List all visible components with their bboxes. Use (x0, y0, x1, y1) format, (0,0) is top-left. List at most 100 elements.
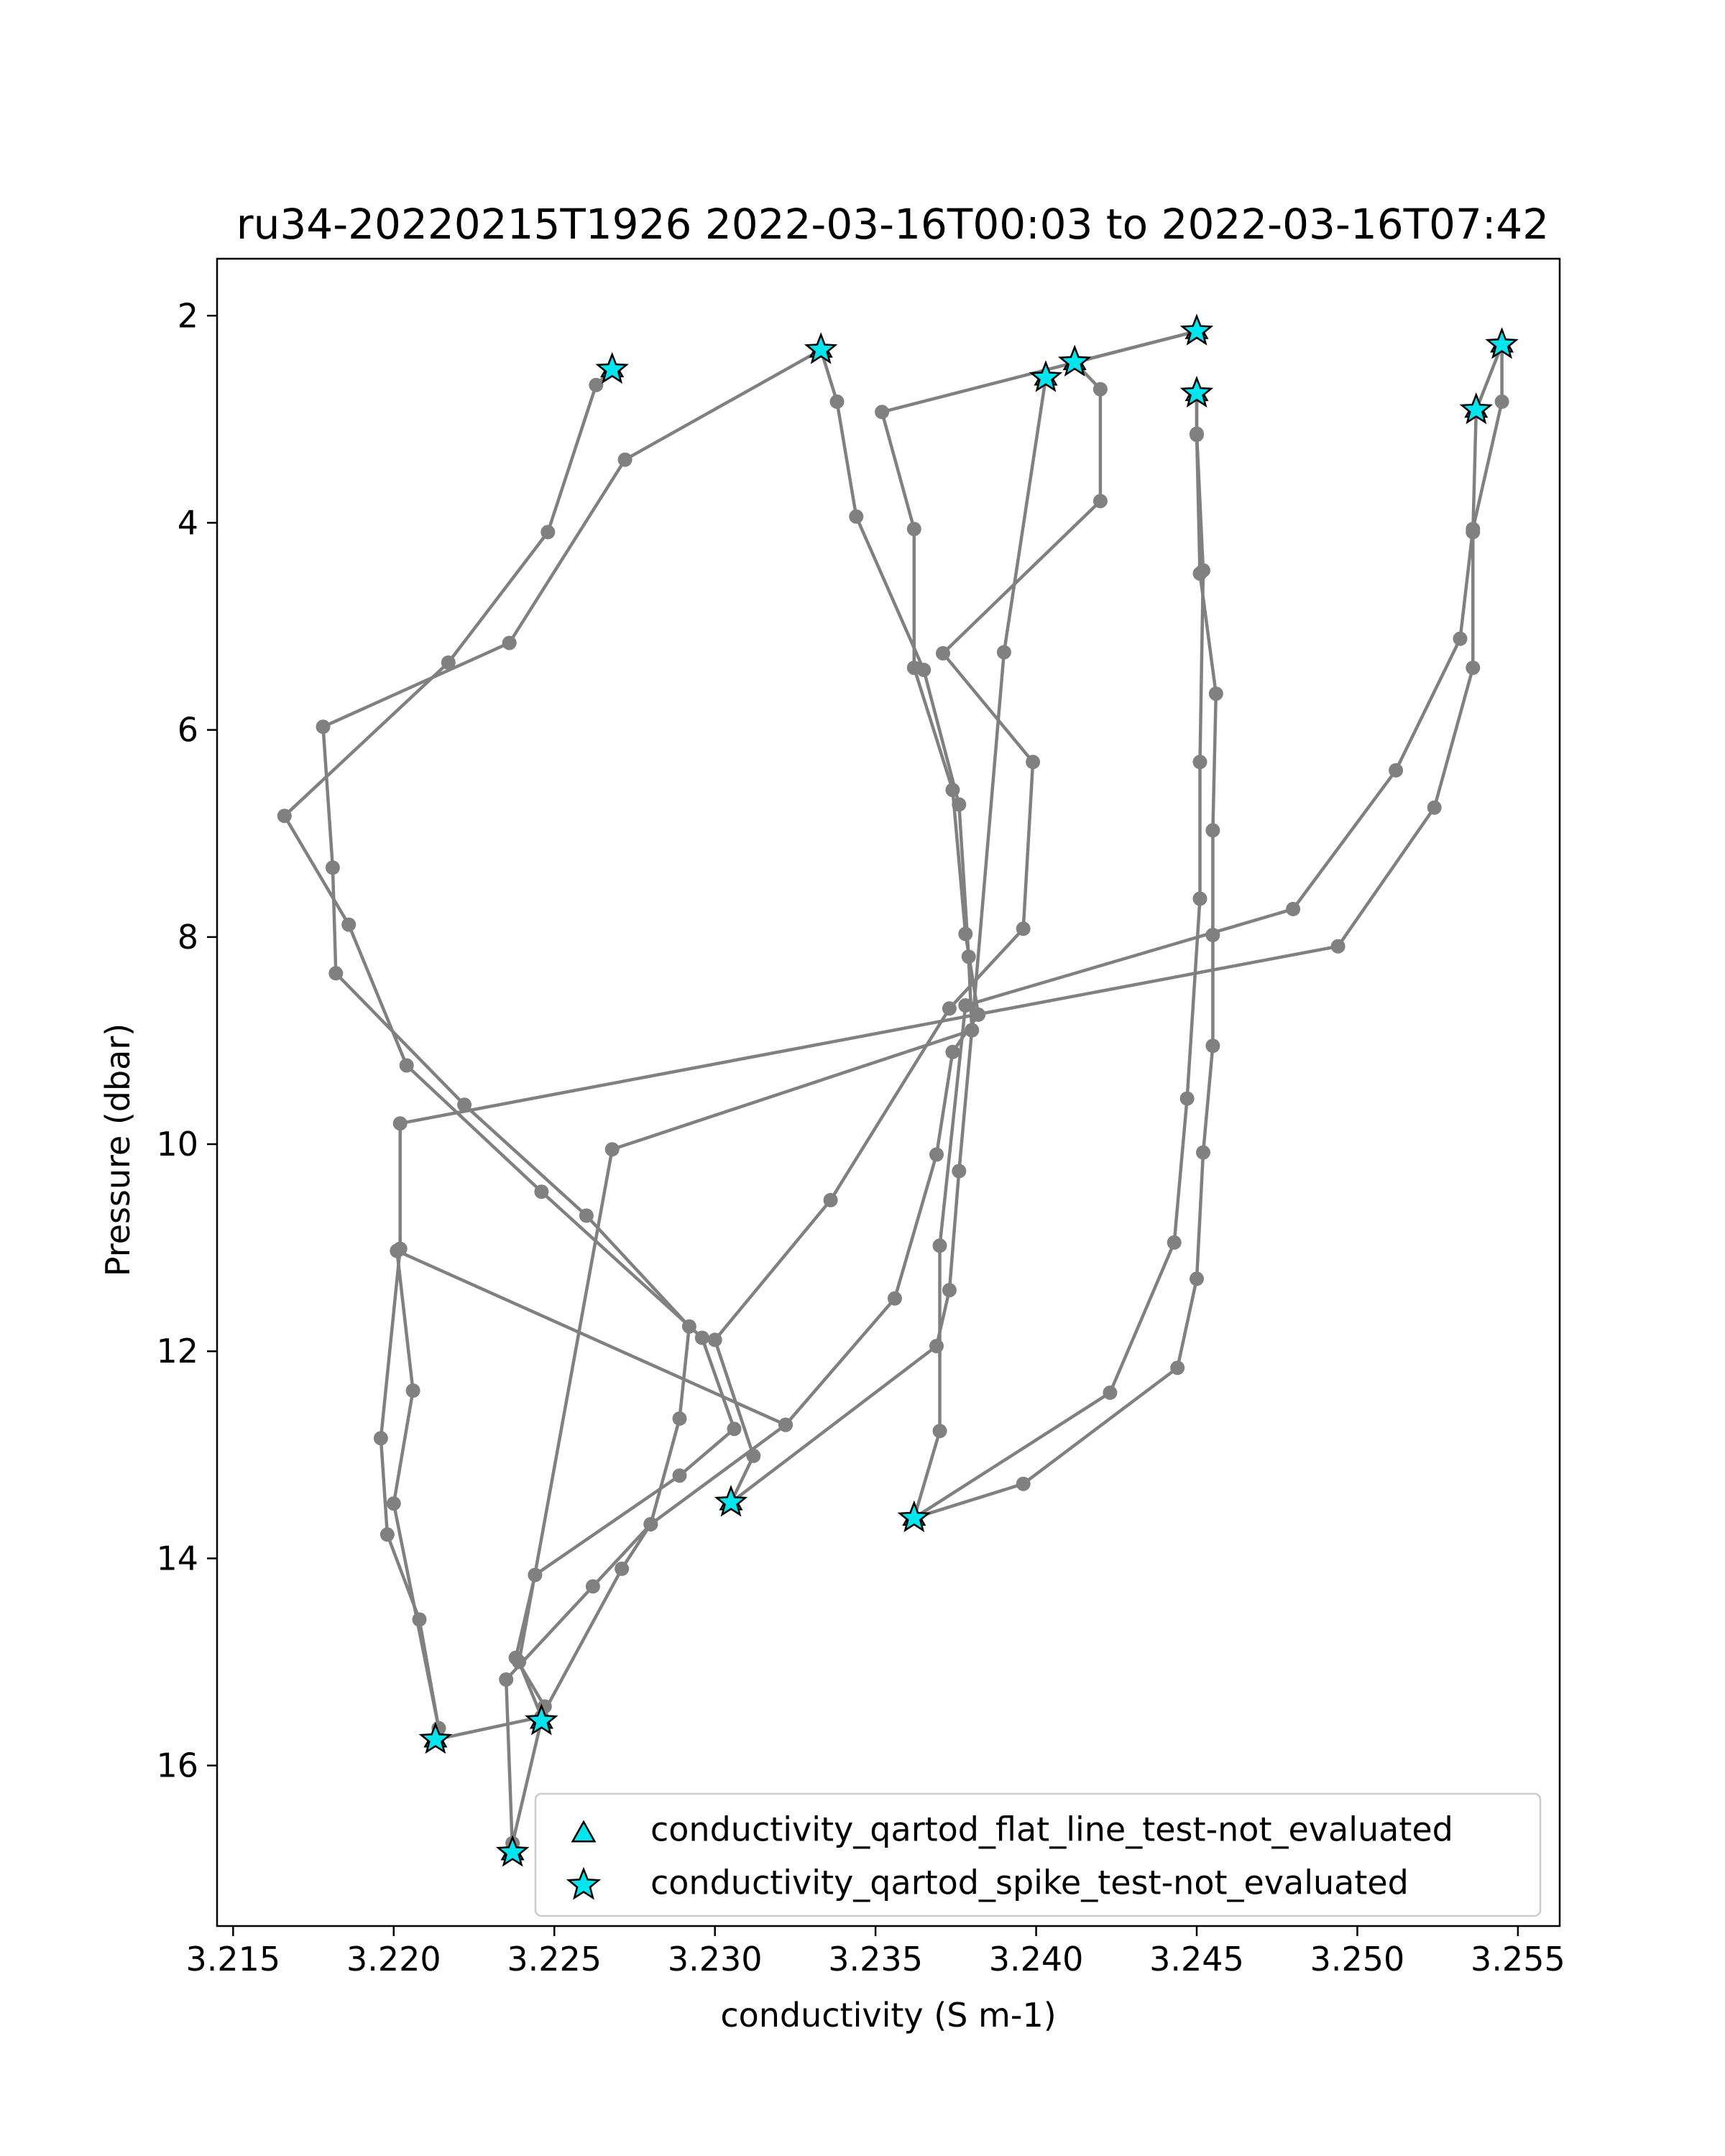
profile-line-1 (321, 348, 822, 1853)
profile-point-10-1 (390, 1243, 405, 1258)
profile-point-4-6 (971, 1007, 986, 1022)
profile-point-1-6 (579, 1208, 594, 1223)
profile-line-9 (913, 393, 1205, 1520)
profile-point-0-4 (277, 808, 292, 824)
profile-point-0-5 (341, 917, 356, 932)
profile-point-0-3 (441, 655, 456, 670)
y-tick-label-7: 16 (156, 1746, 198, 1785)
profile-point-7-1 (1494, 394, 1509, 409)
profile-point-1-10 (316, 719, 331, 734)
profile-point-2-7 (952, 1164, 967, 1179)
profile-point-4-3 (906, 660, 921, 676)
profile-point-3-6 (1026, 755, 1041, 770)
profile-point-2-4 (952, 797, 967, 812)
y-tick-label-0: 2 (178, 296, 198, 335)
x-axis-ticks: 3.215 3.220 3.225 3.230 3.235 3.240 3.245 3.250… (185, 1926, 1565, 1978)
profile-point-0-9 (727, 1422, 742, 1437)
profile-point-10-3 (386, 1496, 401, 1511)
profile-point-6-2 (412, 1612, 427, 1627)
x-tick-label-4: 3.235 (828, 1940, 923, 1978)
profile-point-4-7 (945, 1044, 960, 1059)
profile-point-9-3 (1192, 755, 1208, 770)
y-tick-label-1: 4 (178, 503, 198, 542)
profile-point-1-7 (457, 1097, 472, 1112)
profile-point-5-1 (643, 1516, 658, 1531)
x-tick-label-8: 3.255 (1471, 1940, 1565, 1978)
plot-area-frame (216, 257, 1561, 1927)
profile-point-7-7 (932, 1238, 947, 1253)
profile-point-0-11 (528, 1567, 543, 1583)
spike-flag-marker-10 (418, 1722, 453, 1754)
profile-point-1-5 (681, 1319, 696, 1334)
y-tick-label-2: 6 (178, 711, 198, 750)
profile-point-1-9 (325, 860, 340, 875)
profile-line-7 (912, 344, 1504, 1519)
profile-line-6 (379, 344, 1504, 1741)
x-tick-label-5: 3.240 (989, 1940, 1084, 1978)
x-tick-label-0: 3.215 (185, 1940, 280, 1978)
profile-point-11-3 (965, 1023, 980, 1038)
profile-point-8-3 (1190, 1271, 1204, 1286)
profile-point-9-5 (1179, 1091, 1195, 1106)
profile-point-3-3 (823, 1192, 838, 1207)
profile-line-10 (392, 1249, 786, 1729)
profile-line-0 (282, 368, 736, 1853)
profile-point-2-5 (961, 949, 976, 964)
spike-flag-marker-6 (1485, 327, 1519, 359)
y-tick-label-4: 10 (156, 1125, 198, 1164)
y-tick-label-6: 14 (156, 1539, 198, 1577)
profile-line-2 (730, 349, 974, 1504)
profile-line-4 (784, 329, 1197, 1427)
profile-point-11-2 (604, 1142, 620, 1157)
profile-point-3-4 (942, 1001, 957, 1016)
x-tick-label-1: 3.220 (346, 1940, 441, 1978)
profile-point-1-1 (499, 1672, 514, 1687)
profile-point-4-8 (929, 1147, 944, 1162)
y-tick-label-5: 12 (156, 1332, 198, 1370)
x-tick-label-3: 3.230 (668, 1940, 763, 1978)
profile-point-5-2 (615, 1561, 630, 1576)
profile-point-6-9 (1466, 660, 1481, 676)
spike-flag-marker-8 (714, 1485, 748, 1517)
profile-point-2-9 (929, 1339, 944, 1353)
y-axis-ticks: 2 4 6 8 10 12 14 16 (156, 296, 217, 1785)
profile-line-3 (713, 329, 1197, 1503)
spike-flag-marker-2 (1029, 360, 1063, 392)
profile-point-2-1 (829, 394, 845, 409)
legend-label-flat-line-test: conductivity_qartod_flat_line_test-not_e… (650, 1810, 1453, 1849)
x-tick-label-2: 3.225 (507, 1940, 602, 1978)
profile-point-11-4 (996, 645, 1011, 660)
profile-point-8-8 (1208, 686, 1223, 701)
profile-point-9-6 (1167, 1235, 1182, 1250)
profile-points-layer (277, 323, 1509, 1860)
profile-point-8-5 (1205, 1038, 1220, 1054)
profile-point-0-7 (534, 1184, 549, 1199)
x-tick-label-6: 3.245 (1149, 1940, 1244, 1978)
x-axis-label: conductivity (S m-1) (720, 1996, 1056, 2035)
legend-triangle-marker (571, 1820, 597, 1843)
profile-line-5 (435, 1423, 787, 1741)
profile-point-7-8 (932, 1424, 947, 1439)
legend-star-marker (566, 1866, 602, 1900)
spike-flag-marker-5 (1179, 375, 1214, 408)
profile-point-3-2 (707, 1332, 722, 1348)
spike-flag-marker-1 (804, 332, 838, 364)
profile-point-4-1 (875, 405, 890, 420)
profile-point-0-2 (540, 525, 556, 540)
spike-flag-marker-4 (1179, 313, 1214, 346)
profile-point-8-4 (1196, 1145, 1210, 1160)
profile-point-9-1 (1190, 426, 1204, 441)
profile-point-6-6 (392, 1116, 408, 1131)
chart-title: ru34-20220215T1926 2022-03-16T00:03 to 2… (236, 200, 1549, 249)
profile-point-1-8 (328, 966, 344, 981)
profile-point-0-6 (399, 1058, 414, 1073)
qartod-flag-markers-layer (418, 313, 1519, 1867)
profile-point-7-6 (958, 998, 973, 1013)
y-axis-label: Pressure (dbar) (98, 1023, 137, 1276)
profile-point-3-9 (1092, 382, 1108, 397)
profile-point-8-7 (1205, 823, 1220, 838)
profile-line-8 (914, 393, 1218, 1520)
spike-flag-marker-7 (1459, 392, 1494, 425)
profile-point-10-2 (405, 1383, 420, 1398)
